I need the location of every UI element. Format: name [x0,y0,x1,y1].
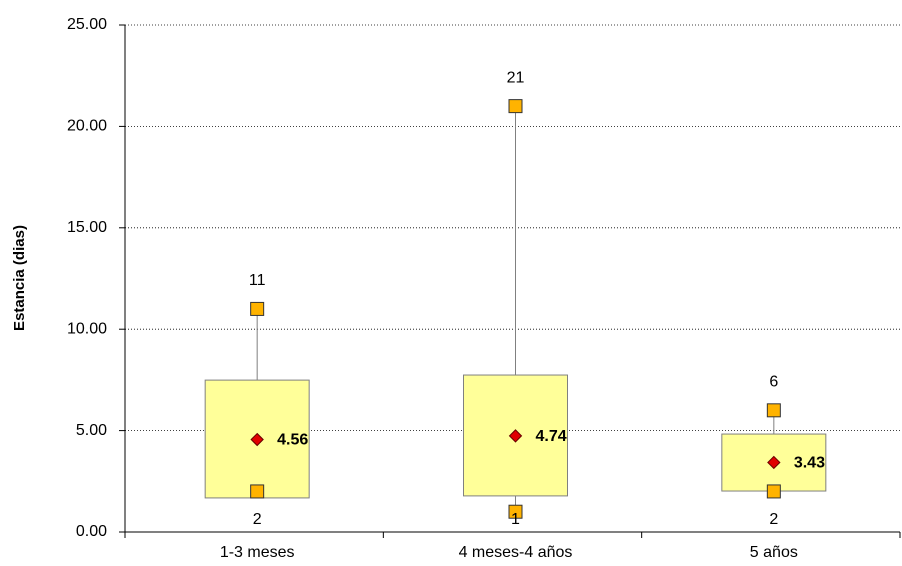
min-label: 2 [253,511,262,528]
y-tick-label: 15.00 [67,219,107,236]
max-label: 21 [507,69,525,86]
min-label: 1 [511,511,520,528]
y-tick-label: 25.00 [67,16,107,33]
y-tick-label: 5.00 [76,422,107,439]
min-marker [508,504,523,519]
mean-label: 4.56 [277,432,308,449]
max-marker [508,99,523,114]
y-tick-label: 0.00 [76,523,107,540]
mean-marker [250,432,264,447]
max-marker [250,301,265,316]
x-tick-label: 1-3 meses [220,544,295,561]
x-tick-label: 4 meses-4 años [459,544,573,561]
max-label: 6 [769,374,778,391]
mean-label: 3.43 [794,455,825,472]
mean-label: 4.74 [536,428,567,445]
x-tick-label: 5 años [750,544,798,561]
y-tick-label: 20.00 [67,118,107,135]
min-label: 2 [769,511,778,528]
min-marker [766,484,781,499]
y-tick-label: 10.00 [67,320,107,337]
mean-marker [767,455,781,470]
min-marker [250,484,265,499]
y-axis-label: Estancia (dias) [11,225,28,331]
max-label: 11 [249,272,266,289]
mean-marker [508,429,523,443]
max-marker [766,403,781,418]
